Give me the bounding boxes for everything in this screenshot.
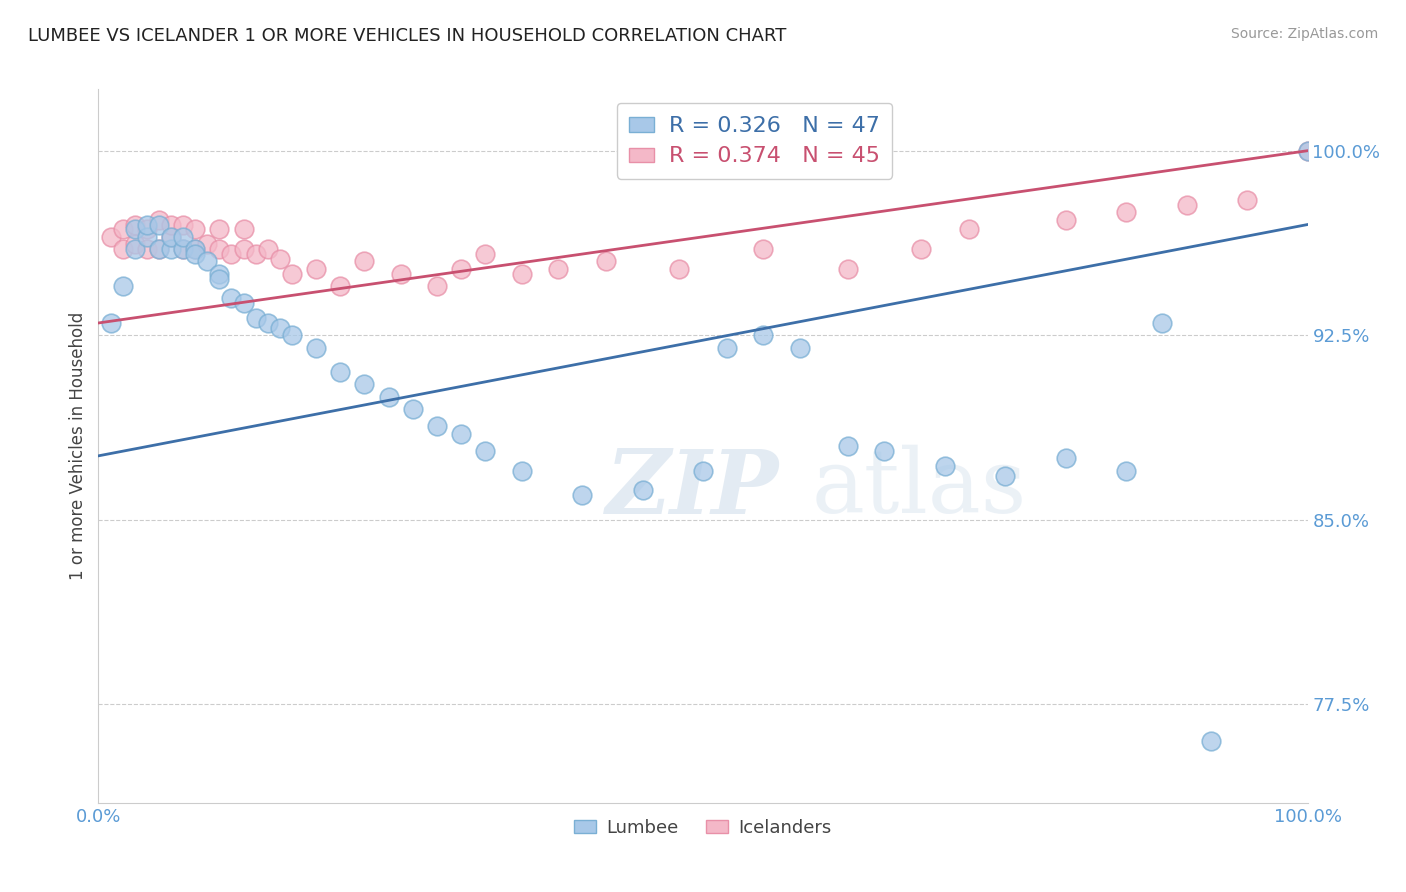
Point	[195, 237, 218, 252]
Point	[208, 271, 231, 285]
Point	[245, 311, 267, 326]
Point	[873, 444, 896, 458]
Point	[353, 254, 375, 268]
Point	[124, 237, 146, 252]
Point	[281, 328, 304, 343]
Point	[474, 247, 496, 261]
Point	[256, 242, 278, 256]
Point	[716, 341, 738, 355]
Point	[1152, 316, 1174, 330]
Point	[184, 247, 207, 261]
Point	[100, 230, 122, 244]
Point	[571, 488, 593, 502]
Point	[353, 377, 375, 392]
Point	[837, 261, 859, 276]
Point	[934, 458, 956, 473]
Point	[124, 218, 146, 232]
Point	[111, 242, 134, 256]
Point	[752, 328, 775, 343]
Text: LUMBEE VS ICELANDER 1 OR MORE VEHICLES IN HOUSEHOLD CORRELATION CHART: LUMBEE VS ICELANDER 1 OR MORE VEHICLES I…	[28, 27, 786, 45]
Point	[232, 222, 254, 236]
Point	[221, 247, 243, 261]
Point	[1175, 198, 1198, 212]
Point	[172, 230, 194, 244]
Point	[377, 390, 399, 404]
Point	[510, 464, 533, 478]
Point	[1296, 144, 1319, 158]
Point	[426, 279, 449, 293]
Point	[269, 321, 291, 335]
Point	[148, 218, 170, 232]
Point	[160, 218, 183, 232]
Point	[631, 483, 654, 498]
Point	[1054, 451, 1077, 466]
Point	[135, 242, 157, 256]
Point	[789, 341, 811, 355]
Point	[837, 439, 859, 453]
Point	[752, 242, 775, 256]
Point	[1115, 205, 1137, 219]
Point	[1054, 212, 1077, 227]
Point	[160, 242, 183, 256]
Point	[510, 267, 533, 281]
Text: atlas: atlas	[811, 445, 1026, 533]
Point	[208, 242, 231, 256]
Point	[160, 230, 183, 244]
Point	[426, 419, 449, 434]
Point	[208, 222, 231, 236]
Point	[256, 316, 278, 330]
Point	[910, 242, 932, 256]
Point	[692, 464, 714, 478]
Point	[124, 242, 146, 256]
Point	[450, 426, 472, 441]
Point	[111, 222, 134, 236]
Text: Source: ZipAtlas.com: Source: ZipAtlas.com	[1230, 27, 1378, 41]
Point	[148, 242, 170, 256]
Point	[389, 267, 412, 281]
Point	[668, 261, 690, 276]
Point	[172, 218, 194, 232]
Point	[135, 222, 157, 236]
Point	[208, 267, 231, 281]
Point	[232, 242, 254, 256]
Point	[1199, 734, 1222, 748]
Point	[402, 402, 425, 417]
Point	[305, 341, 328, 355]
Point	[1236, 193, 1258, 207]
Legend: Lumbee, Icelanders: Lumbee, Icelanders	[567, 812, 839, 844]
Point	[148, 212, 170, 227]
Point	[595, 254, 617, 268]
Point	[184, 242, 207, 256]
Point	[100, 316, 122, 330]
Point	[474, 444, 496, 458]
Point	[547, 261, 569, 276]
Point	[329, 279, 352, 293]
Point	[172, 242, 194, 256]
Point	[184, 222, 207, 236]
Point	[111, 279, 134, 293]
Point	[994, 468, 1017, 483]
Y-axis label: 1 or more Vehicles in Household: 1 or more Vehicles in Household	[69, 312, 87, 580]
Point	[1115, 464, 1137, 478]
Point	[957, 222, 980, 236]
Point	[305, 261, 328, 276]
Point	[329, 365, 352, 379]
Point	[160, 230, 183, 244]
Point	[221, 291, 243, 305]
Point	[135, 230, 157, 244]
Point	[148, 242, 170, 256]
Point	[245, 247, 267, 261]
Point	[184, 242, 207, 256]
Text: ZIP: ZIP	[606, 446, 780, 532]
Point	[124, 222, 146, 236]
Point	[1296, 144, 1319, 158]
Point	[450, 261, 472, 276]
Point	[135, 218, 157, 232]
Point	[195, 254, 218, 268]
Point	[269, 252, 291, 266]
Point	[172, 242, 194, 256]
Point	[232, 296, 254, 310]
Point	[281, 267, 304, 281]
